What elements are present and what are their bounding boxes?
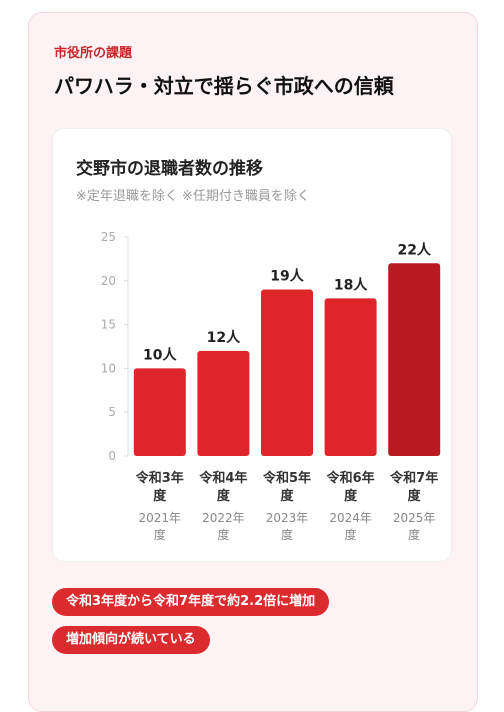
- bar: [261, 289, 313, 456]
- x-tick-sublabel: 2025年度: [392, 511, 436, 542]
- x-tick-sublabel: 2024年度: [329, 511, 372, 542]
- value-label: 22人: [397, 241, 431, 258]
- x-tick-label: 令和7年度: [390, 471, 439, 504]
- value-label: 12人: [207, 329, 241, 346]
- chart-card: [52, 128, 452, 562]
- chart: 0 5 10 15 20 25 10人 12人 19人 18人 22人: [101, 230, 441, 463]
- bar: [324, 298, 377, 456]
- page: {"header":{"label":"市役所の課題","title":"パワハ…: [28, 12, 478, 712]
- x-tick-sublabel: 2022年度: [202, 511, 245, 542]
- x-tick-label: 令和6年度: [326, 471, 375, 504]
- y-tick-label: 20: [101, 274, 116, 288]
- chart-title: 交野市の退職者数の推移: [76, 159, 263, 179]
- bar: [133, 368, 186, 456]
- note-badge: 増加傾向が続いている: [52, 626, 210, 654]
- x-tick-sublabel: 2023年度: [265, 511, 309, 542]
- x-tick-label: 令和5年度: [262, 471, 312, 504]
- value-label: 19人: [270, 268, 304, 285]
- y-tick-label: 5: [108, 405, 116, 419]
- y-tick-label: 0: [108, 449, 116, 463]
- x-tick-sublabel: 2021年度: [138, 511, 182, 542]
- value-label: 10人: [143, 346, 177, 363]
- y-tick-label: 10: [101, 361, 116, 375]
- bar: [197, 350, 250, 456]
- note-badge: 令和3年度から令和7年度で約2.2倍に増加: [52, 588, 330, 616]
- bar: [388, 263, 441, 456]
- x-tick-label: 令和4年度: [199, 471, 248, 504]
- x-tick-label: 令和3年度: [135, 471, 184, 504]
- chart-subtitle: ※定年退職を除く ※任期付き職員を除く: [76, 189, 310, 204]
- page-title: パワハラ・対立で揺らぐ市政への信頼: [54, 74, 394, 98]
- section-label: 市役所の課題: [54, 46, 133, 61]
- value-label: 18人: [334, 276, 368, 293]
- y-tick-label: 15: [101, 318, 116, 332]
- y-tick-label: 25: [101, 230, 116, 244]
